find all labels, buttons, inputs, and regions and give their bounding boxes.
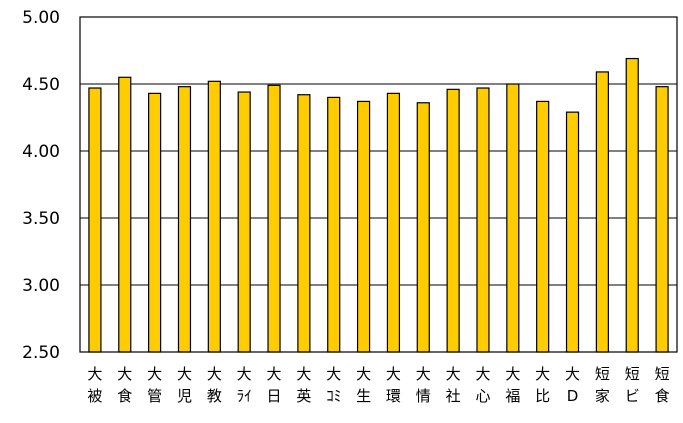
x-tick-label: 被 <box>87 387 102 405</box>
bar <box>536 100 550 353</box>
bar <box>356 100 371 353</box>
x-tick-label: 英 <box>296 387 311 405</box>
x-tick-label: 食 <box>655 387 670 405</box>
bar <box>297 94 311 353</box>
x-tick-label: ﾗｲ <box>237 387 252 405</box>
x-tick-label: 生 <box>356 387 371 405</box>
x-tick-label: 大 <box>296 365 311 383</box>
bar <box>506 83 520 353</box>
bar <box>207 80 221 353</box>
bar <box>476 87 490 353</box>
bar <box>118 76 132 353</box>
x-tick-label: 教 <box>207 387 222 405</box>
x-tick-label: 大 <box>356 365 371 383</box>
bar <box>416 102 430 353</box>
gridlines <box>80 16 677 353</box>
x-tick-label: 短 <box>625 365 640 383</box>
x-tick-label: 大 <box>177 365 192 383</box>
bars <box>88 57 669 353</box>
x-tick-label: 大 <box>475 365 490 383</box>
x-tick-label: D <box>567 387 579 405</box>
bar <box>625 57 639 353</box>
x-tick-label: ビ <box>625 387 640 405</box>
x-tick-label: ｺﾐ <box>326 387 341 405</box>
x-tick-label: 管 <box>147 387 162 405</box>
x-tick-label: 比 <box>535 387 550 405</box>
x-tick-label: 福 <box>505 387 520 405</box>
bar <box>386 92 401 353</box>
x-tick-label: 大 <box>565 365 580 383</box>
x-tick-label: 食 <box>117 387 132 405</box>
y-tick-label: 3.50 <box>22 209 60 229</box>
bar <box>565 111 580 353</box>
plot-area-frame <box>79 16 678 353</box>
y-tick-label: 3.00 <box>22 276 60 296</box>
x-tick-label: 家 <box>595 387 610 405</box>
bar <box>88 87 102 353</box>
x-tick-label: 大 <box>207 365 222 383</box>
y-tick-label: 5.00 <box>22 8 60 28</box>
bar <box>177 86 192 353</box>
x-tick-label: 大 <box>147 365 162 383</box>
bar <box>655 86 669 353</box>
x-tick-label: 大 <box>326 365 341 383</box>
y-axis-tick-labels: 5.00 4.50 4.00 3.50 3.00 2.50 <box>22 8 60 363</box>
bar <box>267 84 281 353</box>
x-tick-label: 大 <box>505 365 520 383</box>
x-tick-label: 大 <box>416 365 431 383</box>
x-tick-label: 大 <box>386 365 401 383</box>
bar <box>595 71 609 353</box>
y-tick-label: 4.00 <box>22 142 60 162</box>
x-axis-tick-labels: 大被大食大管大児大教大ﾗｲ大日大英大ｺﾐ大生大環大情大社大心大福大比大D短家短ビ… <box>87 365 669 405</box>
x-tick-label: 短 <box>655 365 670 383</box>
x-tick-label: 児 <box>177 387 192 405</box>
x-tick-label: 短 <box>595 365 610 383</box>
x-tick-label: 日 <box>267 387 282 405</box>
x-tick-label: 大 <box>117 365 132 383</box>
y-tick-label: 2.50 <box>22 343 60 363</box>
x-tick-label: 環 <box>386 387 401 405</box>
bar <box>446 88 460 353</box>
x-tick-label: 情 <box>416 387 431 405</box>
y-tick-label: 4.50 <box>22 75 60 95</box>
x-tick-label: 大 <box>87 365 102 383</box>
bar <box>148 92 162 353</box>
x-tick-label: 心 <box>475 387 490 405</box>
bar <box>327 96 341 353</box>
x-tick-label: 社 <box>446 387 461 405</box>
bar <box>237 91 251 353</box>
x-tick-label: 大 <box>237 365 252 383</box>
x-tick-label: 大 <box>446 365 461 383</box>
x-tick-label: 大 <box>535 365 550 383</box>
x-tick-label: 大 <box>267 365 282 383</box>
